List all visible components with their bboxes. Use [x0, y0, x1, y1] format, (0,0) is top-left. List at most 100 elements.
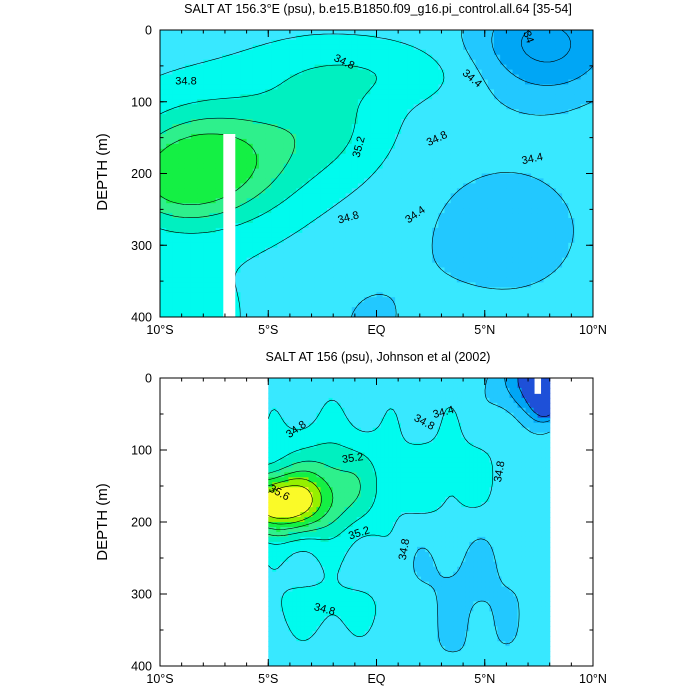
contour-cell: [345, 287, 353, 293]
contour-cell: [209, 89, 217, 95]
contour-cell: [209, 198, 217, 204]
contour-cell: [401, 237, 408, 244]
contour-cell: [268, 576, 273, 583]
contour-cell: [407, 203, 415, 209]
contour-cell: [549, 223, 557, 229]
contour-cell: [288, 477, 293, 483]
contour-cell: [357, 173, 365, 179]
contour-cell: [438, 54, 446, 61]
contour-cell: [481, 163, 489, 170]
contour-cell: [316, 402, 322, 409]
contour-cell: [228, 34, 235, 41]
contour-cell: [568, 297, 576, 303]
contour-cell: [276, 601, 281, 607]
contour-cell: [265, 203, 272, 209]
contour-cell: [512, 232, 520, 239]
contour-cell: [339, 79, 347, 85]
contour-cell: [316, 527, 322, 533]
contour-cell: [450, 129, 458, 135]
contour-cell: [568, 39, 576, 46]
contour-cell: [333, 64, 340, 71]
contour-cell: [456, 64, 464, 71]
contour-cell: [268, 512, 273, 518]
contour-cell: [320, 208, 328, 214]
contour-cell: [312, 502, 318, 508]
contour-cell: [308, 213, 316, 219]
contour-cell: [178, 148, 186, 155]
contour-cell: [562, 39, 569, 46]
contour-cell: [203, 129, 211, 135]
contour-cell: [531, 39, 538, 46]
contour-cell: [284, 536, 289, 543]
contour-cell: [284, 447, 289, 454]
contour-cell: [543, 183, 551, 189]
contour-cell: [388, 213, 396, 219]
contour-cell: [395, 262, 402, 269]
contour-cell: [320, 457, 326, 463]
contour-cell: [316, 621, 322, 627]
contour-cell: [178, 54, 186, 61]
contour-cell: [432, 277, 439, 283]
contour-cell: [246, 257, 254, 264]
contour-cell: [543, 242, 551, 249]
contour-cell: [438, 203, 446, 209]
contour-cell: [160, 257, 167, 264]
contour-cell: [512, 312, 520, 317]
contour-cell: [272, 482, 277, 488]
contour-cell: [271, 143, 279, 150]
contour-cell: [316, 596, 322, 603]
contour-cell: [272, 611, 277, 617]
contour-cell: [166, 34, 173, 41]
contour-cell: [426, 188, 433, 194]
contour-cell: [419, 292, 427, 298]
contour-cell: [252, 69, 260, 76]
contour-cell: [320, 94, 328, 100]
contour-cell: [376, 218, 384, 224]
contour-cell: [487, 183, 495, 189]
contour-cell: [432, 129, 439, 135]
contour-cell: [277, 34, 285, 41]
contour-cell: [494, 242, 501, 249]
contour-cell: [463, 208, 470, 214]
contour-cell: [284, 581, 289, 588]
contour-cell: [209, 84, 217, 90]
contour-cell: [292, 452, 297, 459]
contour-cell: [574, 129, 582, 135]
contour-cell: [268, 502, 273, 508]
contour-cell: [280, 417, 285, 424]
contour-cell: [487, 232, 495, 239]
contour-cell: [580, 64, 588, 71]
contour-cell: [268, 536, 273, 543]
contour-cell: [506, 173, 514, 179]
contour-cell: [276, 462, 281, 468]
contour-cell: [166, 158, 173, 165]
contour-cell: [316, 492, 322, 498]
contour-cell: [543, 89, 551, 95]
contour-cell: [463, 223, 470, 229]
contour-cell: [296, 237, 303, 244]
contour-cell: [518, 262, 526, 269]
contour-cell: [450, 138, 458, 145]
contour-cell: [312, 427, 318, 434]
contour-cell: [283, 158, 291, 165]
contour-cell: [574, 203, 582, 209]
contour-cell: [481, 153, 489, 160]
contour-cell: [438, 292, 446, 298]
contour-cell: [512, 129, 520, 135]
contour-cell: [316, 626, 322, 632]
contour-cell: [302, 208, 310, 214]
contour-cell: [333, 138, 340, 145]
contour-cell: [351, 34, 359, 41]
contour-cell: [463, 79, 470, 85]
contour-cell: [506, 30, 514, 36]
contour-cell: [463, 163, 470, 170]
contour-cell: [512, 277, 520, 283]
contour-cell: [289, 193, 297, 199]
contour-cell: [268, 407, 273, 414]
contour-cell: [487, 114, 495, 120]
contour-cell: [549, 124, 557, 130]
contour-cell: [376, 109, 384, 115]
contour-cell: [518, 30, 526, 36]
contour-cell: [277, 109, 285, 115]
contour-cell: [426, 292, 433, 298]
